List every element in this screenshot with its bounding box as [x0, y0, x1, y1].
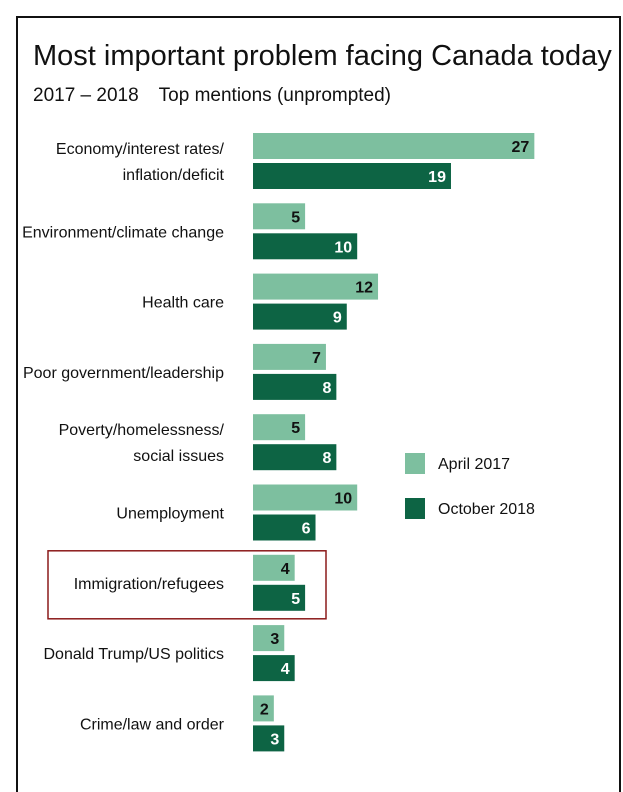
data-label: 5 [291, 209, 300, 226]
legend-label: April 2017 [438, 456, 510, 473]
category-label: Environment/climate change [22, 224, 224, 241]
bar [253, 514, 316, 541]
category-label: Poverty/homelessness/ [59, 422, 225, 439]
data-label: 4 [281, 661, 290, 678]
data-label: 2 [260, 701, 269, 718]
subtitle-years: 2017 – 2018 [33, 85, 139, 106]
bar [253, 625, 285, 652]
bar [253, 655, 295, 682]
category-label: Health care [142, 295, 224, 312]
data-label: 7 [312, 350, 321, 367]
bar [253, 343, 326, 370]
data-label: 5 [291, 420, 300, 437]
bar [253, 203, 306, 230]
legend-label: October 2018 [438, 501, 535, 518]
subtitle-note: Top mentions (unprompted) [158, 85, 392, 106]
bar [253, 233, 358, 260]
data-label: 8 [322, 450, 331, 467]
data-label: 9 [333, 310, 342, 327]
bar [253, 373, 337, 400]
legend-swatch [405, 498, 425, 519]
bar [253, 303, 347, 330]
data-label: 19 [428, 169, 446, 186]
bar [253, 273, 379, 300]
data-label: 10 [334, 491, 352, 508]
legend-swatch [405, 453, 425, 474]
bar [253, 163, 451, 189]
category-label: Crime/law and order [80, 716, 225, 733]
category-label: Poor government/leadership [23, 365, 224, 382]
bar [253, 695, 274, 722]
data-label: 4 [281, 561, 290, 578]
bar [253, 484, 358, 511]
data-label: 10 [334, 239, 352, 256]
chart-title: Most important problem facing Canada tod… [33, 40, 612, 72]
highlight-box [47, 550, 327, 620]
data-label: 27 [512, 139, 530, 156]
bar [253, 554, 295, 581]
category-label: Donald Trump/US politics [43, 646, 224, 663]
bar [253, 414, 306, 441]
data-label: 3 [270, 631, 279, 648]
data-label: 3 [270, 731, 279, 748]
category-label: inflation/deficit [123, 167, 225, 184]
category-label: social issues [133, 448, 224, 465]
category-label: Immigration/refugees [74, 576, 224, 593]
data-label: 12 [355, 280, 373, 297]
data-label: 6 [302, 521, 311, 538]
data-label: 8 [322, 380, 331, 397]
data-label: 5 [291, 591, 300, 608]
bar [253, 444, 337, 471]
bar [253, 725, 285, 752]
chart-subtitle: 2017 – 2018 Top mentions (unprompted) [33, 85, 391, 107]
category-label: Unemployment [116, 506, 224, 523]
bar [253, 584, 306, 611]
bar [253, 133, 535, 159]
category-label: Economy/interest rates/ [56, 141, 225, 158]
